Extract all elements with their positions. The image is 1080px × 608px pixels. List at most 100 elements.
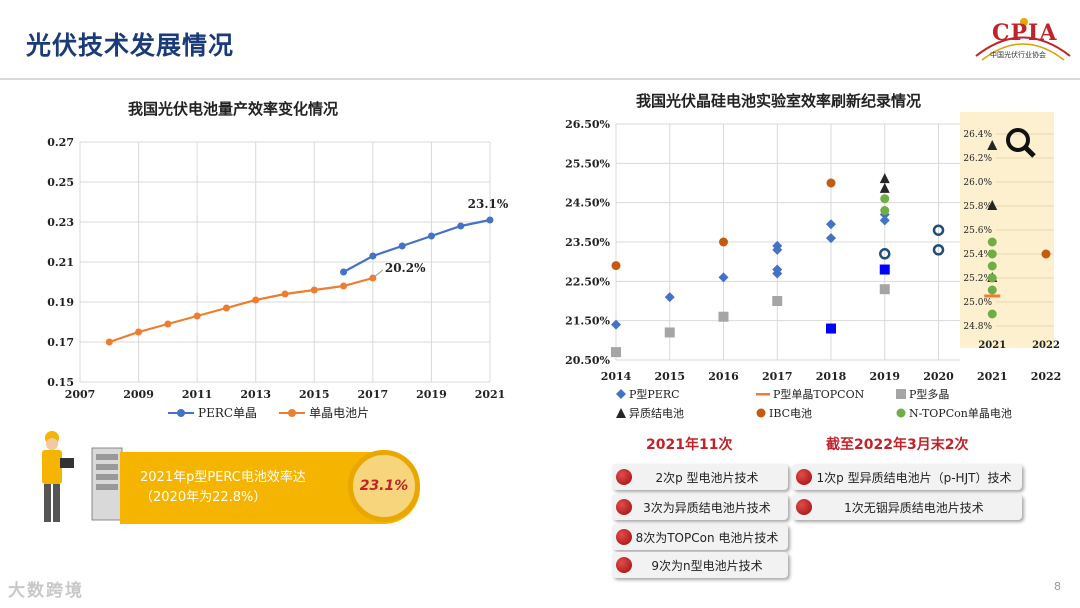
y-tick-label: 20.50% xyxy=(565,354,610,367)
scatter-point xyxy=(984,294,1001,298)
scatter-point xyxy=(879,215,890,226)
x-tick-label: 2020 xyxy=(923,370,954,383)
legend-p-multi: P型多晶 xyxy=(896,386,1036,402)
data-point xyxy=(486,216,494,224)
series-line-0 xyxy=(343,218,491,273)
records-2021-heading: 2021年11次 xyxy=(646,437,733,453)
y-tick-label: 26.50% xyxy=(565,118,610,131)
scatter-point xyxy=(664,292,675,303)
y-tick-label: 24.50% xyxy=(565,197,610,210)
x-tick-label: 2014 xyxy=(601,370,632,383)
scatter-point xyxy=(932,244,945,256)
header-divider xyxy=(0,78,1080,80)
page-number: 8 xyxy=(1054,580,1061,593)
scatter-point xyxy=(987,249,997,259)
x-tick-label: 2015 xyxy=(299,388,330,401)
scatter-point xyxy=(879,248,891,260)
data-point xyxy=(252,296,260,304)
y-tick-label: 22.50% xyxy=(565,275,610,288)
scatter-point xyxy=(879,284,890,295)
y-tick-label: 0.15 xyxy=(47,376,74,389)
y-tick-label: 0.27 xyxy=(47,136,74,149)
watermark: 大数跨境 xyxy=(8,581,84,601)
scatter-point xyxy=(1041,249,1051,259)
legend-perc: PERC单晶 xyxy=(168,404,257,421)
legend-perc-label: PERC单晶 xyxy=(198,406,258,420)
legend-p-topcon: P型单晶TOPCON xyxy=(756,386,896,402)
scatter-point xyxy=(987,261,997,271)
inset-y-tick-label: 26.4% xyxy=(963,130,992,140)
callout-line-1: 2021年p型PERC电池效率达 xyxy=(140,470,306,485)
legend-p-multi-label: P型多晶 xyxy=(909,388,950,401)
scatter-point xyxy=(772,296,783,306)
scatter-point xyxy=(880,194,890,204)
y-tick-label: 0.23 xyxy=(47,216,74,229)
y-tick-label: 25.50% xyxy=(565,157,610,170)
legend-p-perc-label: P型PERC xyxy=(629,388,680,401)
legend-mono-label: 单晶电池片 xyxy=(309,406,370,420)
bullet-icon xyxy=(616,499,632,515)
scatter-point xyxy=(879,264,890,275)
record-item: 1次无铟异质结电池片技术 xyxy=(792,494,1022,520)
callout-line-2: （2020年为22.8%） xyxy=(140,490,267,505)
right-chart-title: 我国光伏晶硅电池实验室效率刷新纪录情况 xyxy=(636,92,922,110)
series-line-1 xyxy=(108,276,374,344)
scatter-point xyxy=(611,347,621,358)
y-tick-label: 0.17 xyxy=(47,336,74,349)
x-tick-label: 2017 xyxy=(762,370,793,383)
data-point xyxy=(135,328,143,336)
x-tick-label: 2021 xyxy=(475,388,506,401)
x-tick-label: 2019 xyxy=(869,370,900,383)
right-chart-legend: P型PERC P型单晶TOPCON P型多晶 异质结电池 IBC电池 N-TOP… xyxy=(616,386,1036,421)
inset-y-tick-label: 25.4% xyxy=(963,250,992,260)
y-tick-label: 0.25 xyxy=(47,176,74,189)
cpia-logo xyxy=(975,18,1071,61)
x-tick-label: 2013 xyxy=(240,388,271,401)
data-point xyxy=(105,338,113,346)
data-point xyxy=(457,222,465,230)
annotation-leader xyxy=(372,269,384,279)
scatter-point xyxy=(772,240,783,251)
legend-p-perc: P型PERC xyxy=(616,386,756,402)
data-point xyxy=(222,304,230,312)
scatter-point xyxy=(772,264,783,275)
scatter-point xyxy=(826,219,836,230)
scatter-point xyxy=(826,233,836,244)
y-tick-label: 0.21 xyxy=(47,256,74,269)
scatter-point xyxy=(987,309,997,319)
records-2022-heading: 截至2022年3月末2次 xyxy=(826,437,969,453)
legend-p-topcon-label: P型单晶TOPCON xyxy=(773,388,865,401)
legend-mono: 单晶电池片 xyxy=(279,404,369,421)
scatter-point xyxy=(879,182,890,193)
x-tick-label: 2015 xyxy=(654,370,685,383)
inset-y-tick-label: 25.2% xyxy=(963,274,992,284)
annotation-label: 23.1% xyxy=(468,197,509,211)
data-point xyxy=(369,252,377,260)
legend-ibc-label: IBC电池 xyxy=(769,407,813,420)
x-tick-label: 2007 xyxy=(65,388,96,401)
efficiency-badge-value: 23.1% xyxy=(359,478,409,494)
scatter-point xyxy=(664,327,675,338)
record-item: 9次为n型电池片技术 xyxy=(612,552,788,578)
record-item: 2次p 型电池片技术 xyxy=(612,464,788,490)
x-tick-label: 2021 xyxy=(977,370,1008,383)
y-tick-label: 23.50% xyxy=(565,236,610,249)
legend-n-topcon-label: N-TOPCon单晶电池 xyxy=(909,407,1012,420)
data-point xyxy=(193,312,201,320)
x-tick-label: 2022 xyxy=(1031,370,1062,383)
page-title: 光伏技术发展情况 xyxy=(26,31,235,60)
inset-y-tick-label: 26.2% xyxy=(963,154,992,164)
inset-y-tick-label: 24.8% xyxy=(963,322,992,332)
magnifier-ring xyxy=(1006,128,1030,152)
inset-y-tick-label: 25.8% xyxy=(963,202,992,212)
y-tick-label: 0.19 xyxy=(47,296,74,309)
record-item: 3次为异质结电池片技术 xyxy=(612,494,788,520)
scatter-point xyxy=(987,200,998,210)
x-tick-label: 2016 xyxy=(708,370,739,383)
inset-x-tick-label: 2022 xyxy=(1032,340,1060,351)
legend-hjt: 异质结电池 xyxy=(616,405,756,421)
bullet-icon xyxy=(616,557,632,573)
scatter-point xyxy=(611,261,621,271)
magnifier-icon xyxy=(1006,128,1036,158)
